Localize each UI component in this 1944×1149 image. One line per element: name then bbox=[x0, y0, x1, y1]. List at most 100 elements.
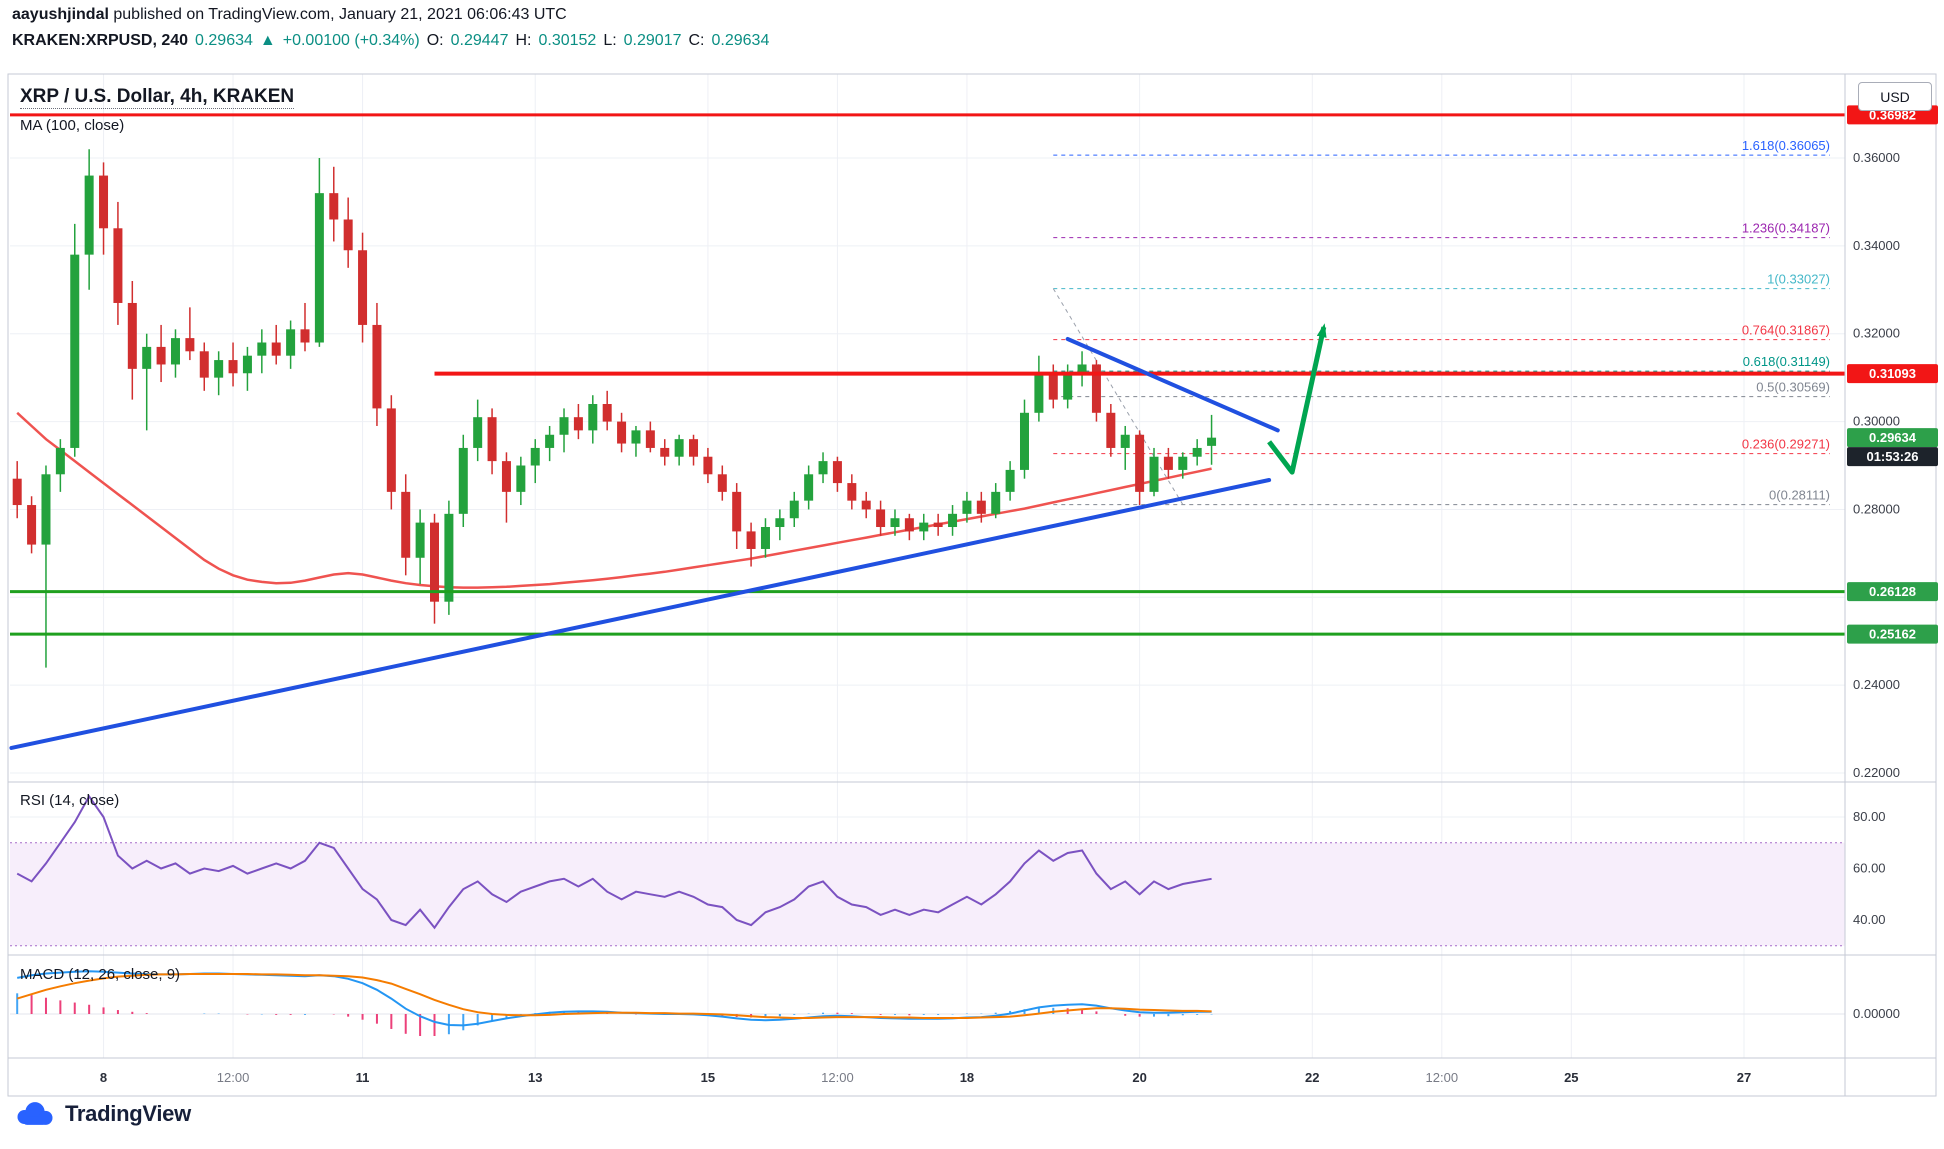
rsi-band bbox=[10, 842, 1845, 946]
currency-toggle-button[interactable]: USD bbox=[1858, 82, 1932, 111]
candle-body bbox=[27, 505, 37, 545]
candle-body bbox=[55, 447, 65, 475]
candle-body bbox=[746, 531, 756, 549]
ma-indicator-label: MA (100, close) bbox=[20, 117, 125, 134]
high-value: 0.30152 bbox=[538, 32, 597, 49]
time-axis-label: 12:00 bbox=[821, 1070, 854, 1085]
candle-body bbox=[41, 474, 51, 545]
candle-body bbox=[602, 404, 612, 422]
price-tag bbox=[1847, 428, 1938, 448]
candle-body bbox=[861, 500, 871, 510]
low-value: 0.29017 bbox=[623, 32, 682, 49]
candle-body bbox=[156, 346, 166, 365]
fib-level-label: 1(0.33027) bbox=[1767, 272, 1830, 287]
candle-body bbox=[170, 338, 180, 365]
candle-body bbox=[1005, 469, 1015, 492]
candle-body bbox=[559, 417, 569, 435]
candle-body bbox=[948, 513, 958, 528]
publish-info: aayushjindal published on TradingView.co… bbox=[12, 6, 567, 24]
ma-line bbox=[16, 411, 1212, 589]
price-axis-label: 0.28000 bbox=[1853, 501, 1900, 516]
open-label: O: bbox=[426, 32, 444, 49]
candle-body bbox=[386, 408, 396, 492]
rsi-line bbox=[16, 794, 1212, 930]
candle-body bbox=[300, 329, 310, 343]
candle-body bbox=[962, 500, 972, 514]
candle-body bbox=[645, 430, 655, 448]
macd-signal-line bbox=[16, 973, 1212, 1019]
fib-level-label: 0.236(0.29271) bbox=[1742, 437, 1830, 452]
price-axis-label: 0.34000 bbox=[1853, 238, 1900, 253]
candle-body bbox=[185, 338, 195, 352]
candle-body bbox=[1135, 434, 1145, 492]
candle-body bbox=[1106, 412, 1116, 448]
candle-body bbox=[573, 417, 583, 431]
candle-body bbox=[113, 228, 123, 303]
close-label: C: bbox=[688, 32, 705, 49]
rsi-axis-label: 60.00 bbox=[1853, 861, 1886, 876]
trend-line bbox=[1065, 336, 1280, 433]
price-tag-text: 0.31093 bbox=[1869, 366, 1916, 381]
candle-body bbox=[933, 522, 943, 528]
price-tag bbox=[1847, 364, 1938, 384]
fib-connector-line bbox=[1052, 288, 1184, 505]
candle-body bbox=[789, 500, 799, 519]
low-label: L: bbox=[603, 32, 617, 49]
change-text: +0.00100 (+0.34%) bbox=[282, 32, 420, 49]
time-axis-label: 12:00 bbox=[217, 1070, 250, 1085]
price-tag bbox=[1847, 447, 1938, 467]
fib-level-label: 0(0.28111) bbox=[1769, 488, 1830, 503]
candle-body bbox=[976, 500, 986, 514]
rsi-axis-label: 40.00 bbox=[1853, 912, 1886, 927]
fib-level-label: 0.5(0.30569) bbox=[1756, 380, 1830, 395]
fib-level-label: 0.618(0.31149) bbox=[1743, 354, 1830, 369]
chart-title: XRP / U.S. Dollar, 4h, KRAKEN bbox=[20, 86, 295, 109]
candle-body bbox=[84, 175, 94, 255]
time-axis-label: 12:00 bbox=[1426, 1070, 1459, 1085]
candle-body bbox=[760, 527, 770, 549]
candle-body bbox=[99, 175, 109, 229]
price-tag-text: 0.36982 bbox=[1869, 107, 1916, 122]
time-axis-label: 22 bbox=[1305, 1070, 1319, 1085]
close-value: 0.29634 bbox=[711, 32, 770, 49]
fib-level-label: 1.236(0.34187) bbox=[1742, 221, 1830, 236]
open-value: 0.29447 bbox=[450, 32, 509, 49]
candle-body bbox=[1192, 447, 1202, 457]
candle-body bbox=[199, 351, 209, 378]
candle-body bbox=[501, 461, 511, 492]
up-arrow-icon: ▲ bbox=[259, 32, 276, 49]
price-tag bbox=[1847, 624, 1938, 644]
time-axis-label: 18 bbox=[960, 1070, 974, 1085]
candle-body bbox=[689, 439, 699, 457]
candle-body bbox=[329, 193, 339, 220]
candle-body bbox=[401, 491, 411, 558]
fib-level-label: 1.618(0.36065) bbox=[1742, 138, 1830, 153]
price-tag bbox=[1847, 582, 1938, 602]
time-axis-label: 8 bbox=[100, 1070, 107, 1085]
candle-body bbox=[1034, 373, 1044, 413]
candle-body bbox=[818, 461, 828, 475]
candle-body bbox=[12, 478, 22, 506]
candle-body bbox=[257, 342, 267, 356]
candle-body bbox=[991, 491, 1001, 514]
candle-body bbox=[1149, 456, 1159, 492]
candle-body bbox=[415, 522, 425, 558]
symbol-info-bar: KRAKEN:XRPUSD, 240 0.29634 ▲ +0.00100 (+… bbox=[12, 32, 769, 50]
candle-body bbox=[1077, 364, 1087, 374]
price-axis-label: 0.22000 bbox=[1853, 765, 1900, 780]
macd-indicator-label: MACD (12, 26, close, 9) bbox=[20, 966, 181, 983]
candle-body bbox=[545, 434, 555, 448]
candle-body bbox=[1163, 456, 1173, 470]
tradingview-logo-icon bbox=[17, 1102, 53, 1125]
time-axis-label: 27 bbox=[1737, 1070, 1751, 1085]
candle-body bbox=[660, 447, 670, 457]
candle-body bbox=[214, 360, 224, 378]
price-tag-text: 0.25162 bbox=[1869, 627, 1916, 642]
candle-body bbox=[343, 219, 353, 251]
candle-body bbox=[458, 447, 468, 514]
candle-body bbox=[847, 483, 857, 501]
candle-body bbox=[430, 522, 440, 602]
candle-body bbox=[127, 302, 137, 369]
candles bbox=[12, 149, 1217, 668]
candle-body bbox=[242, 355, 252, 374]
